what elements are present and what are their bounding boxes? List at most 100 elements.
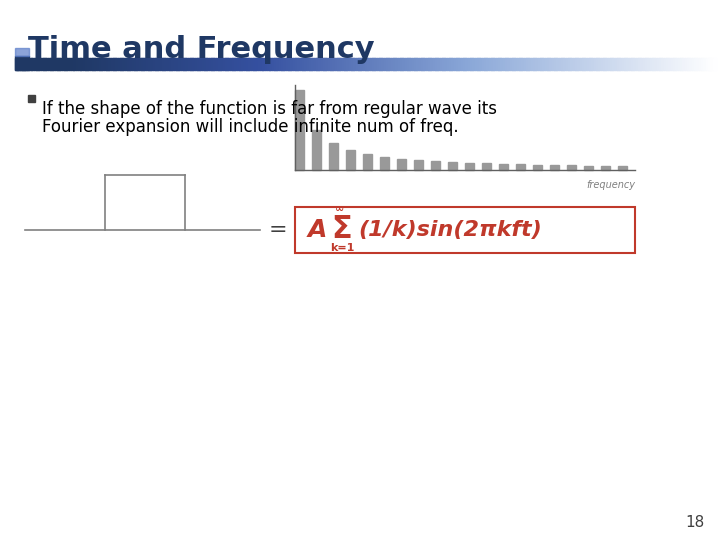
Bar [302, 58, 305, 70]
Bar [500, 58, 503, 70]
Bar [484, 58, 487, 70]
Text: k=1: k=1 [330, 243, 354, 253]
Bar [237, 58, 240, 70]
Bar [188, 58, 191, 70]
Bar [271, 58, 274, 70]
Bar [391, 58, 394, 70]
Bar [325, 58, 328, 70]
Bar [15, 58, 18, 70]
Bar [687, 58, 690, 70]
Bar [323, 58, 326, 70]
Bar [55, 58, 58, 70]
Bar [164, 58, 167, 70]
Bar [307, 58, 310, 70]
Bar [472, 58, 475, 70]
Bar [265, 58, 268, 70]
Bar [276, 58, 279, 70]
Bar [356, 58, 359, 70]
Bar [162, 58, 165, 70]
Bar [139, 58, 142, 70]
Bar [311, 58, 314, 70]
Bar [260, 58, 263, 70]
Bar [34, 58, 37, 70]
Bar [601, 166, 611, 170]
Bar [442, 58, 445, 70]
Bar [701, 58, 704, 70]
Bar [117, 58, 120, 70]
Bar [143, 58, 146, 70]
Bar [367, 58, 370, 70]
Bar [402, 58, 405, 70]
Bar [706, 58, 708, 70]
Bar [619, 58, 622, 70]
Bar [694, 58, 697, 70]
Bar [50, 58, 53, 70]
Bar [495, 58, 498, 70]
Bar [680, 58, 683, 70]
Bar [360, 58, 363, 70]
Bar [22, 58, 24, 70]
Bar [209, 58, 212, 70]
Bar [489, 58, 492, 70]
Bar [468, 58, 470, 70]
Bar [584, 166, 593, 170]
Bar [113, 58, 116, 70]
Bar [666, 58, 669, 70]
Bar [657, 58, 660, 70]
Bar [652, 58, 654, 70]
Bar [393, 58, 396, 70]
Bar [179, 58, 181, 70]
Bar [503, 58, 505, 70]
Bar [634, 58, 636, 70]
Bar [596, 58, 599, 70]
Bar [668, 58, 671, 70]
Bar [480, 58, 482, 70]
Bar [94, 58, 97, 70]
Bar [102, 58, 104, 70]
Bar [274, 58, 276, 70]
Bar [330, 58, 333, 70]
Bar [374, 58, 377, 70]
Bar [591, 58, 594, 70]
Bar [449, 58, 452, 70]
Bar [202, 58, 204, 70]
Bar [510, 58, 513, 70]
Bar [83, 58, 86, 70]
Bar [68, 58, 71, 70]
Bar [426, 58, 428, 70]
Bar [696, 58, 699, 70]
Bar [339, 58, 342, 70]
Bar [465, 58, 468, 70]
Bar [621, 58, 624, 70]
Bar [547, 58, 550, 70]
Bar [234, 58, 237, 70]
Bar [692, 58, 695, 70]
Bar [570, 58, 573, 70]
Bar [27, 58, 30, 70]
Bar [40, 58, 43, 70]
Text: =: = [269, 220, 287, 240]
Bar [505, 58, 508, 70]
Bar [561, 58, 564, 70]
Bar [36, 58, 39, 70]
Bar [636, 58, 639, 70]
Bar [662, 58, 664, 70]
Bar [654, 58, 657, 70]
Bar [81, 58, 84, 70]
Bar [521, 58, 524, 70]
Bar [626, 58, 629, 70]
Bar [407, 58, 410, 70]
Bar [348, 58, 351, 70]
Bar [15, 48, 29, 56]
Bar [288, 58, 291, 70]
Bar [482, 164, 491, 170]
Bar [380, 157, 390, 170]
Bar [346, 150, 356, 170]
Bar [59, 58, 62, 70]
Bar [549, 58, 552, 70]
Bar [382, 58, 384, 70]
Bar [166, 58, 169, 70]
Bar [516, 164, 526, 170]
Bar [115, 58, 118, 70]
Bar [29, 58, 32, 70]
